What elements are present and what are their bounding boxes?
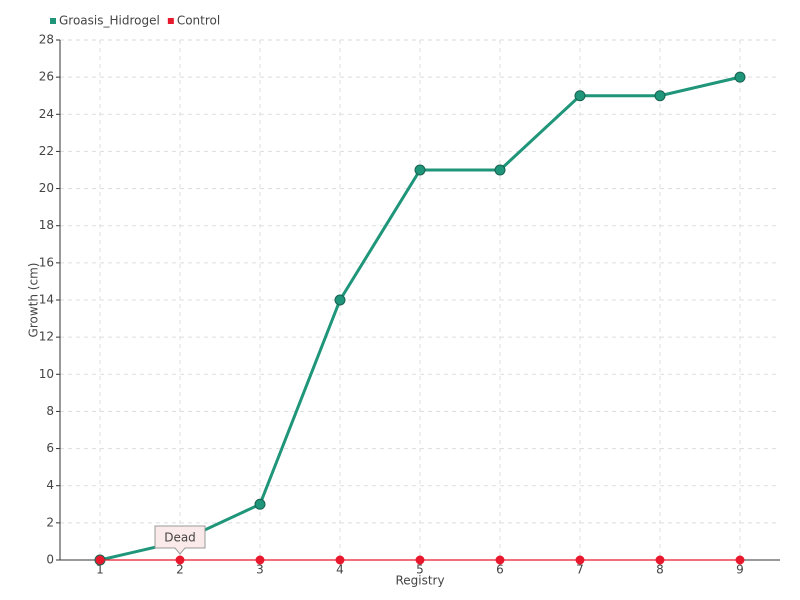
data-point — [574, 90, 586, 102]
x-tick-label: 8 — [656, 563, 664, 577]
x-tick-label: 7 — [576, 563, 584, 577]
data-point — [495, 555, 505, 565]
data-point — [575, 555, 585, 565]
x-tick-label: 1 — [96, 563, 104, 577]
data-point — [655, 555, 665, 565]
y-tick-label: 22 — [39, 144, 54, 158]
data-point — [175, 555, 185, 565]
data-point — [95, 555, 105, 565]
x-tick-label: 4 — [336, 563, 344, 577]
y-tick-label: 28 — [39, 33, 54, 47]
x-tick-label: 5 — [416, 563, 424, 577]
y-tick-label: 14 — [39, 293, 54, 307]
data-point — [415, 555, 425, 565]
data-point — [335, 555, 345, 565]
legend-label: Groasis_Hidrogel — [59, 14, 160, 28]
x-axis-label: Registry — [395, 574, 444, 588]
y-tick-label: 2 — [46, 515, 54, 529]
data-point — [254, 498, 266, 510]
y-axis-label: Growth (cm) — [27, 263, 41, 338]
y-tick-label: 4 — [46, 478, 54, 492]
x-tick-label: 9 — [736, 563, 744, 577]
data-point — [414, 164, 426, 176]
y-tick-label: 10 — [39, 367, 54, 381]
y-tick-label: 12 — [39, 330, 54, 344]
y-tick-label: 18 — [39, 218, 54, 232]
legend-swatch — [50, 18, 56, 24]
y-tick-label: 16 — [39, 255, 54, 269]
x-tick-label: 2 — [176, 563, 184, 577]
data-point — [654, 90, 666, 102]
y-tick-label: 6 — [46, 441, 54, 455]
annotation-box — [154, 525, 206, 555]
data-point — [494, 164, 506, 176]
y-tick-label: 24 — [39, 107, 54, 121]
annotation: Dead — [164, 531, 196, 545]
legend-swatch — [167, 18, 174, 24]
y-tick-label: 26 — [39, 70, 54, 84]
y-tick-label: 20 — [39, 181, 54, 195]
legend-label: Control — [177, 14, 220, 28]
x-tick-label: 6 — [496, 563, 504, 577]
data-point — [255, 555, 265, 565]
y-tick-label: 8 — [46, 404, 54, 418]
data-point — [334, 294, 346, 306]
x-tick-label: 3 — [256, 563, 264, 577]
y-tick-label: 0 — [46, 553, 54, 567]
data-point — [734, 71, 746, 83]
data-point — [735, 555, 745, 565]
series-line — [99, 75, 741, 562]
